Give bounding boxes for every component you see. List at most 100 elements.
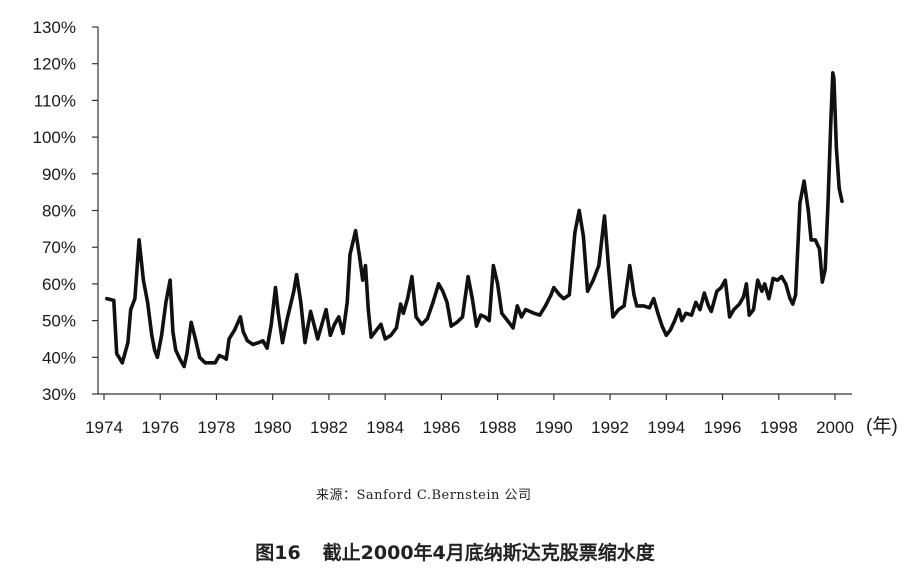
y-tick-label: 110%: [34, 91, 76, 110]
data-point: [802, 179, 806, 183]
data-point: [276, 311, 280, 315]
data-point: [732, 308, 736, 312]
data-point: [709, 309, 713, 313]
data-point: [445, 300, 449, 304]
data-point: [487, 319, 491, 323]
data-point: [552, 286, 556, 290]
data-point: [586, 289, 590, 293]
data-point: [313, 326, 317, 330]
data-point: [150, 333, 154, 337]
y-tick-label: 50%: [42, 312, 76, 331]
data-point: [193, 337, 197, 341]
data-point: [628, 264, 632, 268]
data-point: [519, 315, 524, 319]
data-point: [449, 324, 453, 328]
data-point: [771, 276, 775, 280]
data-point: [500, 311, 504, 315]
data-point: [126, 341, 130, 345]
data-point: [573, 230, 577, 235]
data-point: [182, 364, 186, 369]
data-point: [171, 330, 175, 334]
data-point: [227, 337, 231, 341]
y-axis: 30% 40% 50% 60% 70% 80% 90% 100% 110% 120% 130%: [33, 18, 99, 404]
data-point: [775, 278, 780, 282]
series-line: [105, 71, 844, 369]
data-point: [406, 297, 410, 301]
data-point: [209, 361, 213, 365]
data-point: [760, 289, 764, 293]
data-point: [410, 275, 414, 279]
x-tick-label: 1992: [591, 418, 629, 437]
data-point: [744, 282, 749, 286]
data-point: [581, 234, 586, 238]
data-point: [401, 311, 405, 315]
x-tick-label: 1986: [422, 418, 460, 437]
data-point: [491, 264, 495, 268]
data-point: [706, 304, 711, 308]
data-point: [656, 311, 660, 315]
data-point: [591, 278, 595, 282]
data-point: [806, 208, 810, 213]
data-point: [105, 297, 109, 301]
data-point: [622, 304, 626, 308]
data-point: [832, 76, 836, 80]
data-point: [224, 357, 228, 361]
data-point: [652, 297, 656, 301]
data-point: [690, 313, 694, 317]
data-point: [213, 361, 217, 365]
x-axis: 1974 1976 1978 1980 1982 1984 1986 1988 1990 1992…: [85, 393, 854, 437]
data-point: [309, 309, 313, 313]
data-point: [737, 302, 742, 306]
data-point: [647, 306, 652, 310]
data-point: [160, 333, 164, 337]
data-point: [784, 282, 788, 286]
data-point: [441, 289, 445, 293]
data-point: [780, 275, 784, 279]
data-point: [616, 308, 621, 312]
data-point: [369, 335, 373, 339]
data-point: [174, 348, 178, 352]
data-point: [189, 320, 193, 324]
data-point: [538, 313, 542, 317]
y-tick-label: 70%: [42, 238, 76, 257]
data-point: [292, 289, 296, 293]
line-chart: 30% 40% 50% 60% 70% 80% 90% 100% 110% 120% 130% 19…: [33, 18, 898, 437]
x-tick-label: 2000: [816, 418, 854, 437]
data-point: [363, 264, 368, 268]
x-tick-label: 1978: [198, 418, 236, 437]
data-point: [324, 308, 328, 312]
data-point: [198, 355, 202, 359]
data-point: [505, 319, 510, 323]
data-point: [680, 319, 684, 323]
data-point: [316, 337, 320, 341]
data-point: [203, 361, 207, 365]
data-point: [840, 199, 844, 203]
data-point: [153, 348, 157, 352]
data-point: [483, 315, 487, 319]
data-point: [394, 326, 398, 330]
data-point: [698, 308, 702, 312]
data-point: [328, 333, 332, 337]
data-point: [660, 324, 664, 328]
data-point: [178, 357, 182, 361]
data-point: [455, 320, 459, 324]
data-point: [788, 297, 792, 301]
data-point: [715, 289, 719, 293]
data-point: [767, 297, 771, 301]
data-point: [383, 337, 387, 341]
data-point: [241, 330, 245, 334]
data-point: [677, 308, 681, 312]
data-point: [185, 352, 189, 356]
data-point: [238, 315, 242, 319]
x-tick-label: 1974: [85, 418, 123, 437]
data-point: [431, 300, 435, 304]
data-point: [747, 313, 751, 317]
data-point: [389, 333, 393, 337]
data-point: [280, 341, 285, 345]
data-point: [668, 328, 673, 332]
data-point: [798, 201, 802, 205]
data-point: [437, 282, 441, 286]
source-note: 来源：Sanford C.Bernstein 公司: [316, 488, 532, 503]
data-point: [763, 282, 767, 286]
data-point: [337, 315, 341, 319]
